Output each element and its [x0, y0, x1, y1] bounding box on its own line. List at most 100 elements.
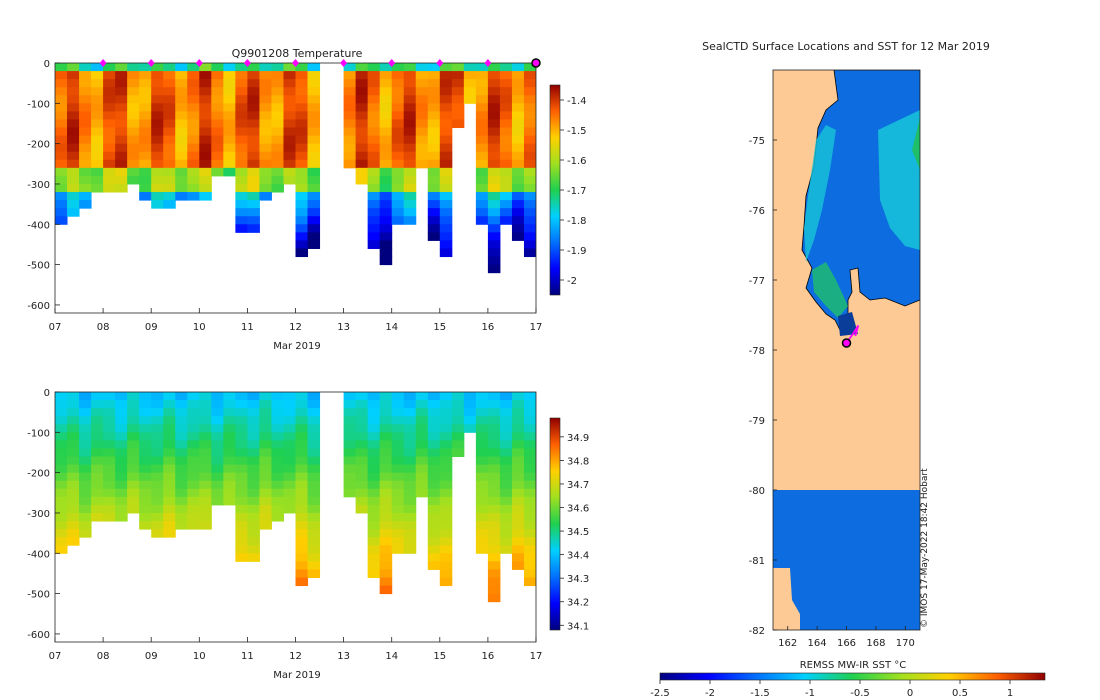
- profile-cell: [223, 119, 236, 129]
- profile-cell: [79, 400, 92, 409]
- profile-cell: [511, 143, 525, 153]
- profile-cell: [247, 63, 260, 72]
- profile-cell: [103, 448, 116, 458]
- profile-cell: [523, 440, 536, 449]
- profile-cell: [367, 448, 381, 458]
- profile-cell: [271, 408, 284, 417]
- profile-column: [223, 392, 236, 506]
- profile-cell: [439, 216, 453, 225]
- profile-cell: [115, 143, 128, 153]
- profile-cell: [79, 456, 92, 466]
- profile-cell: [139, 183, 152, 193]
- profile-cell: [427, 456, 441, 466]
- profile-cell: [379, 167, 393, 177]
- profile-column: [139, 392, 152, 530]
- profile-cell: [67, 127, 80, 137]
- profile-cell: [536, 529, 549, 538]
- profile-cell: [259, 135, 272, 145]
- map-x-tick-label: 168: [866, 638, 885, 649]
- profile-cell: [523, 432, 536, 441]
- profile-cell: [536, 416, 549, 425]
- profile-cell: [163, 424, 176, 433]
- profile-cell: [91, 432, 104, 441]
- profile-cell: [391, 392, 405, 401]
- profile-cell: [199, 143, 212, 153]
- map-plot: [773, 70, 920, 630]
- profile-cell: [259, 192, 272, 201]
- profile-cell: [463, 79, 477, 88]
- profile-cell: [55, 448, 68, 458]
- profile-cell: [163, 464, 176, 474]
- profile-cell: [487, 248, 501, 258]
- profile-cell: [151, 521, 164, 530]
- profile-cell: [67, 537, 80, 546]
- profile-cell: [451, 119, 465, 129]
- colorbar-tick-label: 34.3: [567, 574, 589, 585]
- profile-cell: [427, 119, 441, 129]
- profile-cell: [511, 71, 525, 80]
- profile-cell: [427, 480, 441, 490]
- profile-cell: [403, 183, 417, 193]
- profile-cell: [223, 95, 236, 104]
- profile-cell: [307, 111, 321, 120]
- profile-cell: [475, 408, 489, 417]
- x-tick-label: 07: [49, 322, 62, 333]
- profile-cell: [475, 175, 489, 185]
- profile-cell: [55, 472, 68, 482]
- profile-cell: [487, 111, 501, 120]
- profile-cell: [307, 159, 321, 169]
- profile-cell: [427, 521, 441, 530]
- profile-cell: [475, 537, 489, 546]
- profile-cell: [127, 400, 140, 409]
- profile-cell: [367, 424, 381, 433]
- profile-cell: [523, 151, 536, 161]
- profile-cell: [379, 464, 393, 474]
- profile-cell: [163, 87, 176, 96]
- profile-cell: [151, 488, 164, 498]
- profile-cell: [91, 392, 104, 401]
- profile-cell: [536, 128, 549, 137]
- profile-cell: [403, 488, 417, 498]
- profile-cell: [271, 63, 284, 72]
- profile-cell: [487, 232, 501, 241]
- profile-cell: [115, 103, 128, 112]
- profile-cell: [115, 79, 128, 88]
- profile-cell: [379, 537, 393, 546]
- profile-cell: [223, 135, 236, 145]
- profile-cell: [415, 119, 429, 129]
- profile-column: [271, 392, 284, 522]
- profile-cell: [79, 529, 92, 538]
- y-tick-label: -400: [27, 549, 50, 560]
- profile-column: [403, 63, 417, 225]
- profile-cell: [283, 135, 296, 145]
- sst-green-patch: [912, 118, 920, 170]
- y-tick-label: -300: [27, 180, 50, 191]
- profile-cell: [79, 496, 92, 506]
- profile-cell: [295, 545, 309, 554]
- profile-cell: [67, 440, 80, 449]
- profile-cell: [55, 208, 68, 217]
- profile-cell: [187, 504, 200, 514]
- profile-cell: [367, 504, 381, 514]
- profile-column: [355, 392, 369, 514]
- profile-cell: [367, 63, 381, 72]
- profile-cell: [211, 472, 224, 482]
- profile-cell: [379, 256, 393, 266]
- profile-cell: [487, 95, 501, 104]
- profile-cell: [271, 392, 284, 401]
- profile-cell: [511, 529, 525, 538]
- profile-cell: [307, 424, 321, 433]
- profile-cell: [499, 175, 513, 185]
- profile-cell: [259, 504, 272, 514]
- x-tick-label: 09: [145, 651, 158, 662]
- profile-cell: [163, 127, 176, 137]
- profile-cell: [511, 480, 525, 490]
- profile-cell: [536, 152, 549, 161]
- profile-column: [55, 63, 68, 225]
- profile-cell: [223, 480, 236, 490]
- profile-cell: [199, 175, 212, 185]
- profile-cell: [451, 408, 465, 417]
- profile-cell: [355, 432, 369, 441]
- profile-cell: [199, 440, 212, 449]
